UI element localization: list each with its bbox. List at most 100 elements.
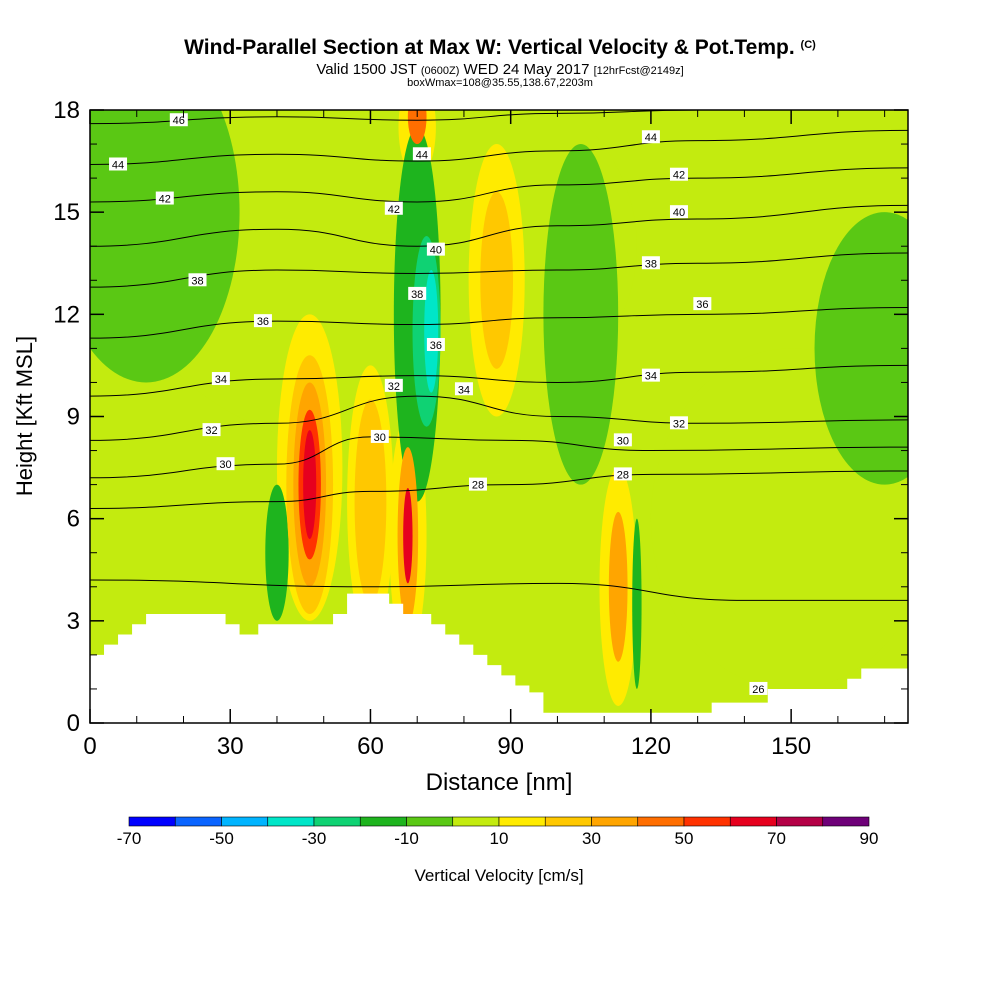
colorbar-bin — [313, 816, 361, 827]
svg-text:36: 36 — [430, 340, 442, 352]
colorbar-bin — [128, 816, 176, 827]
svg-text:42: 42 — [673, 170, 685, 182]
contour-label: 36 — [693, 297, 712, 311]
svg-text:30: 30 — [617, 435, 629, 447]
svg-text:42: 42 — [159, 194, 171, 206]
colorbar-bin — [544, 816, 592, 827]
vertical-velocity-field — [90, 110, 908, 723]
theta-contour-32 — [90, 395, 908, 441]
y-tick-label: 6 — [67, 506, 80, 533]
y-tick-label: 3 — [67, 608, 80, 635]
contour-label: 40 — [669, 205, 688, 219]
svg-text:26: 26 — [752, 684, 764, 696]
updraft-region — [403, 488, 413, 584]
contour-label: 34 — [454, 382, 473, 396]
chart-subtitle: Valid 1500 JST (0600Z) WED 24 May 2017 [… — [0, 61, 1000, 78]
theta-contour-44 — [90, 129, 908, 165]
x-tick-label: 30 — [217, 733, 244, 760]
theta-contour-40 — [90, 204, 908, 247]
y-tick-label: 0 — [67, 710, 80, 737]
svg-text:42: 42 — [388, 204, 400, 216]
colorbar-bin — [359, 816, 407, 827]
colorbar-tick-label: 90 — [860, 829, 879, 848]
colorbar-bin — [683, 816, 731, 827]
valid-prefix: Valid 1500 JST — [316, 61, 417, 78]
terrain-profile — [90, 593, 908, 723]
contour-label: 38 — [641, 256, 660, 270]
y-tick-label: 15 — [53, 199, 80, 226]
svg-text:34: 34 — [645, 371, 657, 383]
contour-label: 44 — [412, 147, 431, 161]
contour-label: 42 — [669, 167, 688, 182]
downdraft-region — [265, 484, 289, 621]
contour-label: 26 — [749, 681, 768, 696]
theta-contour-labels: 26 28 30 32 34 36 38 40 42 44 46 44 42 40 38 36 36 34 32 30… — [109, 113, 768, 696]
colorbar-tick-label: 70 — [767, 829, 786, 848]
y-tick-label: 9 — [67, 404, 80, 431]
colorbar-tick-label: -30 — [302, 829, 327, 848]
contour-label: 28 — [613, 467, 632, 481]
x-tick-label: 150 — [771, 733, 811, 760]
svg-text:32: 32 — [205, 425, 217, 437]
contour-label: 28 — [468, 477, 487, 492]
svg-text:30: 30 — [374, 432, 386, 444]
svg-text:38: 38 — [411, 289, 423, 301]
title-tag: (C) — [800, 39, 816, 51]
contour-label: 34 — [641, 368, 660, 383]
downdraft-region — [814, 212, 908, 485]
svg-text:44: 44 — [112, 159, 124, 171]
colorbar-bin — [452, 816, 500, 827]
colorbar-bin — [174, 816, 222, 827]
contour-label: 32 — [669, 416, 688, 430]
contour-label: 30 — [370, 429, 389, 444]
contour-label: 44 — [641, 130, 660, 144]
contour-label: 38 — [188, 273, 207, 287]
valid-date: WED 24 May 2017 — [463, 61, 590, 78]
svg-text:36: 36 — [696, 299, 708, 311]
colorbar-bin — [822, 816, 870, 827]
contour-label: 40 — [426, 242, 445, 257]
colorbar-tick-label: 30 — [582, 829, 601, 848]
updraft-region — [354, 399, 387, 604]
colorbar-bin — [267, 816, 315, 827]
colorbar-bin — [221, 816, 269, 827]
contour-label: 34 — [211, 372, 230, 386]
contour-label: 38 — [408, 286, 427, 301]
terrain — [90, 593, 908, 723]
colorbar-label: Vertical Velocity [cm/s] — [414, 866, 583, 885]
downdraft-region — [632, 518, 642, 689]
contour-label: 36 — [426, 337, 445, 352]
chart-title: Wind-Parallel Section at Max W: Vertical… — [184, 36, 816, 59]
colorbar-bin — [776, 816, 824, 827]
updraft-region — [303, 430, 317, 540]
contour-label: 44 — [109, 157, 128, 171]
colorbar-bin — [637, 816, 685, 827]
svg-text:38: 38 — [645, 258, 657, 270]
svg-text:32: 32 — [673, 418, 685, 430]
downdraft-region — [90, 110, 240, 383]
contour-label: 46 — [169, 113, 188, 127]
downdraft-region — [543, 144, 619, 485]
contour-label: 30 — [216, 457, 235, 471]
colorbar-tick-label: -50 — [209, 829, 234, 848]
colorbar-tick-label: 50 — [675, 829, 694, 848]
svg-text:44: 44 — [645, 132, 657, 144]
theta-contour-42 — [90, 167, 908, 203]
y-axis-label: Height [Kft MSL] — [12, 336, 37, 496]
contour-label: 36 — [253, 314, 272, 328]
colorbar-bin — [498, 816, 546, 827]
box-info: boxWmax=108@35.55,138.67,2203m — [407, 77, 593, 89]
svg-text:30: 30 — [219, 459, 231, 471]
theta-contour-34 — [90, 364, 908, 397]
contour-label: 30 — [613, 433, 632, 447]
y-tick-label: 12 — [53, 301, 80, 328]
x-tick-label: 120 — [631, 733, 671, 760]
updraft-region — [480, 191, 514, 369]
colorbar-tick-label: -10 — [394, 829, 419, 848]
forecast-info: [12hrFcst@2149z] — [593, 65, 684, 77]
contour-label: 32 — [384, 378, 403, 393]
svg-text:36: 36 — [257, 316, 269, 328]
svg-text:46: 46 — [173, 115, 185, 127]
